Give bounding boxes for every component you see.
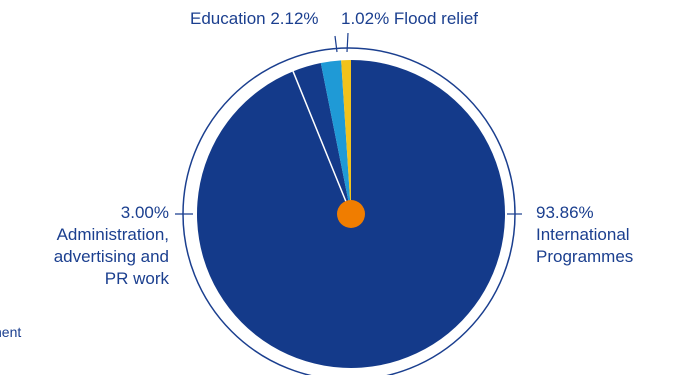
- label-administration-line1: Administration,: [56, 225, 169, 244]
- label-international: 93.86% International Programmes: [536, 202, 633, 268]
- slice-divider: [292, 71, 352, 215]
- label-international-pct: 93.86%: [536, 203, 594, 222]
- label-flood-relief-text: 1.02% Flood relief: [341, 9, 479, 28]
- label-flood-relief: 1.02% Flood relief: [341, 8, 478, 30]
- label-administration-pct: 3.00%: [120, 203, 169, 222]
- label-administration: 3.00% Administration, advertising and PR…: [54, 202, 169, 290]
- slice-administration-advertising-and-pr-work: [293, 62, 351, 214]
- slice-education: [320, 60, 351, 214]
- label-international-line1: International: [536, 225, 630, 244]
- slice-flood-relief: [341, 60, 351, 214]
- label-administration-line3: PR work: [104, 269, 169, 288]
- label-international-line2: Programmes: [536, 247, 634, 266]
- label-cut-line1: t: [0, 302, 21, 322]
- label-administration-line2: advertising and: [53, 247, 169, 266]
- label-cut-line2: nent: [0, 324, 22, 340]
- label-education-text: Education 2.12%: [190, 9, 319, 28]
- center-dot: [337, 200, 365, 228]
- label-cut-off: t nent: [0, 302, 21, 342]
- label-education: Education 2.12%: [190, 8, 319, 30]
- leader-flood-relief: [346, 32, 349, 53]
- leader-education: [334, 35, 338, 53]
- leader-lines: [175, 32, 522, 215]
